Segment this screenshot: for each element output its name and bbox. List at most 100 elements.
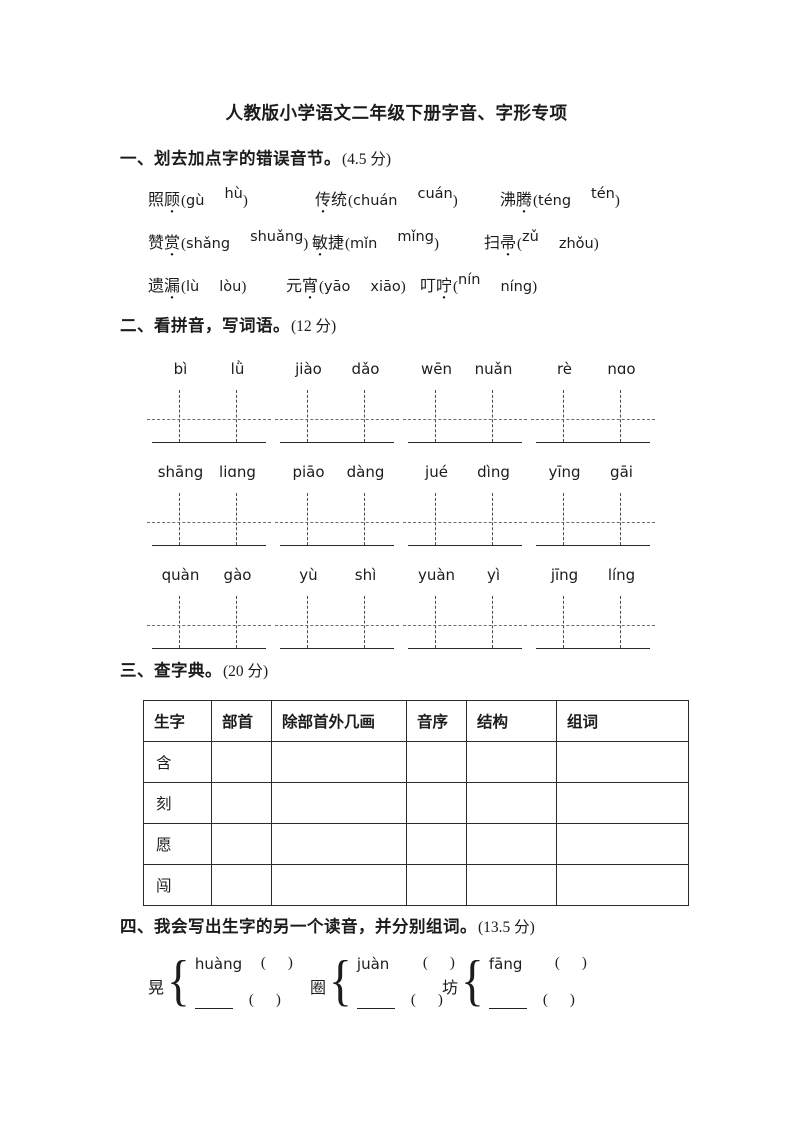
section4-heading-text: 四、我会写出生字的另一个读音，并分别组词。 — [120, 918, 477, 936]
pinyin-option: lòu — [219, 279, 242, 295]
pinyin-syllable: nɑo — [607, 360, 636, 378]
section2-heading-text: 二、看拼音，写词语。 — [120, 317, 290, 335]
pinyin-option: nín — [458, 272, 481, 288]
pinyin-syllable: gào — [223, 566, 252, 584]
hanzi-char: 叮 — [420, 278, 437, 295]
paren-close: ) — [400, 279, 406, 295]
paren-close: ) — [287, 955, 293, 971]
pinyin-syllable: jué — [425, 463, 448, 481]
reading-line: huàng () — [195, 954, 293, 974]
grid-dashed-midline — [403, 419, 527, 420]
writing-grid-group — [275, 493, 399, 546]
pinyin-syllable: rè — [556, 360, 573, 378]
pinyin-syllable: dǎo — [351, 360, 380, 378]
grid-dashed-vertical — [236, 493, 237, 545]
hanzi-char: 敏 — [312, 229, 328, 253]
pinyin-reading: fāng — [488, 954, 523, 973]
paren-close: ) — [614, 193, 620, 209]
reading-line: () — [488, 987, 587, 1009]
grid-dashed-vertical — [179, 493, 180, 545]
table-row: 刻 — [143, 782, 689, 824]
empty-cell — [271, 741, 407, 783]
word-item: 传统(chuán cuán) — [315, 186, 458, 210]
pinyin-option: gù — [186, 193, 205, 209]
pinyin-syllable: yì — [486, 566, 501, 584]
word-item: 敏捷(mǐn mǐng) — [312, 229, 439, 253]
column-header: 除部首外几画 — [271, 700, 407, 742]
hanzi-char: 宵 — [302, 272, 318, 296]
writing-grid-group — [403, 596, 527, 649]
paren-close: ) — [242, 193, 248, 209]
section1-heading-text: 一、划去加点字的错误音节。 — [120, 150, 341, 168]
pinyin-syllable: dàng — [346, 463, 385, 481]
left-brace: { — [461, 950, 484, 1012]
grid-dashed-midline — [147, 522, 271, 523]
grid-dashed-vertical — [620, 596, 621, 648]
character-cell: 含 — [143, 741, 212, 783]
pinyin-group: jiào dǎo — [280, 359, 394, 379]
pinyin-option: lù — [186, 279, 200, 295]
empty-cell — [271, 782, 407, 824]
pinyin-syllable: shì — [354, 566, 377, 584]
grid-dashed-vertical — [492, 390, 493, 442]
table-header-row: 生字 部首 除部首外几画 音序 结构 组词 — [143, 700, 689, 742]
multi-reading-item: 晃 { huàng () () — [148, 951, 293, 1009]
paren-open: ( — [248, 991, 254, 1008]
section3-heading: 三、查字典。(20 分) — [120, 660, 793, 683]
pinyin-syllable: yīng — [548, 463, 581, 481]
column-header: 生字 — [143, 700, 212, 742]
pinyin-option: cuán — [417, 186, 453, 202]
word-item: 元宵(yāo xiāo) — [286, 272, 406, 296]
pinyin-syllable: yù — [299, 566, 318, 584]
hanzi-char: 腾 — [516, 186, 532, 210]
paren-close: ) — [581, 955, 587, 971]
grid-dashed-vertical — [492, 493, 493, 545]
blank-line — [356, 993, 395, 1009]
paren-open: ( — [410, 991, 416, 1008]
empty-cell — [466, 741, 557, 783]
multi-reading-item: 坊 { fāng () () — [442, 951, 587, 1009]
word-item: 沸腾(téng tén) — [500, 186, 620, 210]
word-item: 遗漏(lù lòu) — [148, 272, 246, 296]
paren-close: ) — [275, 991, 281, 1008]
grid-dashed-vertical — [236, 596, 237, 648]
pinyin-option: hù — [224, 186, 243, 202]
left-brace: { — [167, 950, 190, 1012]
pinyin-syllable: dìng — [477, 463, 510, 481]
empty-cell — [556, 823, 689, 865]
blank-line — [194, 993, 233, 1009]
paren-open: ( — [348, 193, 354, 209]
hanzi-char: 漏 — [164, 272, 180, 296]
pinyin-group: jué dìng — [408, 462, 522, 482]
writing-grid-group — [147, 493, 271, 546]
paren-open: ( — [260, 955, 266, 971]
pinyin-option: mǐn — [350, 236, 378, 252]
grid-dashed-vertical — [307, 493, 308, 545]
pinyin-syllable: liɑng — [219, 463, 256, 481]
grid-dashed-vertical — [307, 390, 308, 442]
table-row: 含 — [143, 741, 689, 783]
grid-dashed-vertical — [307, 596, 308, 648]
grid-dashed-vertical — [563, 493, 564, 545]
grid-dashed-vertical — [620, 390, 621, 442]
pinyin-option: chuán — [353, 193, 398, 209]
pinyin-group: rè nɑo — [536, 359, 650, 379]
hanzi-char: 晃 — [148, 980, 165, 997]
pinyin-syllable: jīng — [550, 566, 579, 584]
pinyin-option: mǐng — [397, 229, 434, 245]
section3-points: (20 分) — [223, 663, 269, 680]
paren-close: ) — [593, 236, 599, 252]
column-header: 部首 — [211, 700, 272, 742]
hanzi-char: 坊 — [442, 980, 459, 997]
pinyin-option: zhǒu — [558, 236, 594, 252]
empty-cell — [211, 823, 272, 865]
pinyin-syllable: nuǎn — [474, 360, 513, 378]
paren-close: ) — [532, 279, 538, 295]
empty-cell — [556, 741, 689, 783]
pinyin-group: bì lǜ — [152, 359, 266, 379]
paren-open: ( — [517, 236, 523, 252]
pinyin-syllable: yuàn — [417, 566, 456, 584]
